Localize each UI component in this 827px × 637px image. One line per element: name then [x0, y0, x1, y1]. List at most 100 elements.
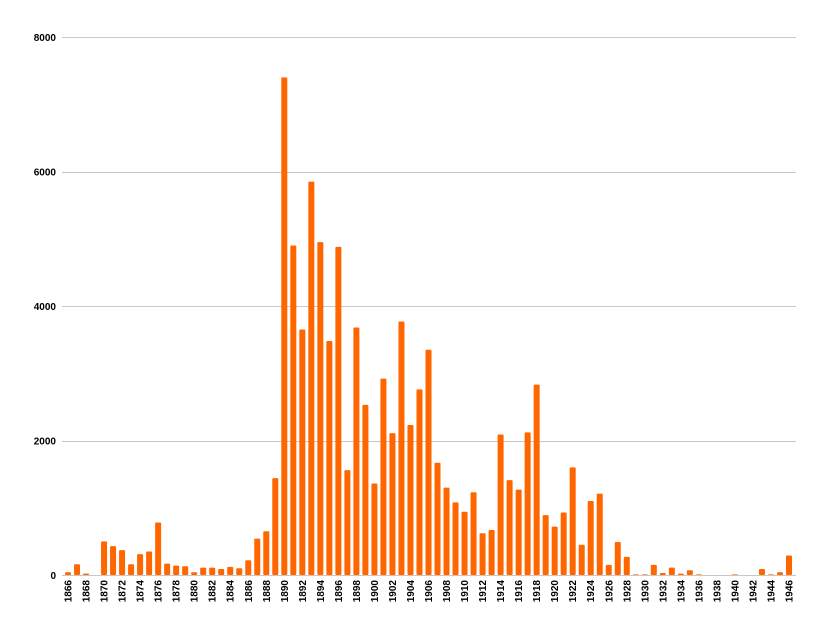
x-tick-label: 1912 — [478, 580, 489, 603]
y-axis-tick-labels: 0 2000 4000 6000 8000 — [34, 33, 57, 582]
x-tick-label: 1906 — [424, 580, 435, 603]
bar-1929 — [632, 574, 639, 575]
y-tick-label: 0 — [50, 571, 56, 582]
bar-1871 — [110, 546, 117, 575]
bar-1930 — [641, 574, 648, 575]
bar-1897 — [344, 470, 351, 575]
bar-1880 — [191, 572, 198, 575]
bar-1935 — [686, 570, 693, 575]
bar-1901 — [380, 378, 387, 575]
bar-1884 — [227, 566, 234, 575]
x-tick-label: 1892 — [298, 580, 309, 603]
x-tick-label: 1944 — [766, 580, 777, 603]
bar-1924 — [587, 501, 594, 575]
bar-1918 — [533, 384, 540, 575]
bar-1904 — [407, 425, 414, 575]
bar-1914 — [497, 434, 504, 575]
y-tick-label: 2000 — [34, 437, 57, 448]
bar-1925 — [596, 493, 603, 575]
bar-1933 — [668, 567, 675, 575]
bar-1870 — [101, 541, 108, 576]
x-tick-label: 1876 — [154, 580, 165, 603]
x-tick-label: 1896 — [334, 580, 345, 603]
x-tick-label: 1900 — [370, 580, 381, 603]
x-tick-label: 1888 — [262, 580, 273, 603]
x-tick-label: 1916 — [514, 580, 525, 603]
x-tick-label: 1880 — [190, 580, 201, 603]
bar-1866 — [65, 572, 71, 575]
x-tick-label: 1894 — [316, 580, 327, 603]
x-tick-label: 1946 — [785, 580, 796, 603]
x-tick-label: 1904 — [406, 580, 417, 603]
bar-1906 — [425, 349, 432, 575]
x-tick-label: 1940 — [730, 580, 741, 603]
bars — [65, 77, 792, 576]
bar-1891 — [290, 245, 297, 575]
bar-1868 — [83, 573, 90, 575]
bar-1916 — [515, 489, 522, 575]
x-tick-label: 1936 — [694, 580, 705, 603]
x-tick-label: 1908 — [442, 580, 453, 603]
gridlines — [62, 37, 796, 576]
x-tick-label: 1878 — [172, 580, 183, 603]
x-tick-label: 1870 — [100, 580, 111, 603]
bar-1903 — [398, 321, 405, 575]
x-tick-label: 1884 — [226, 580, 237, 603]
bar-1944 — [767, 574, 774, 575]
x-tick-label: 1918 — [532, 580, 543, 603]
bar-1920 — [551, 526, 558, 575]
bar-1932 — [659, 572, 666, 575]
x-tick-label: 1902 — [388, 580, 399, 603]
x-tick-label: 1914 — [496, 580, 507, 603]
x-tick-label: 1910 — [460, 580, 471, 603]
bar-1867 — [74, 564, 81, 575]
bar-1931 — [650, 564, 657, 575]
bar-1917 — [524, 432, 531, 575]
bar-1923 — [578, 544, 585, 575]
bar-1872 — [119, 550, 126, 575]
bar-1892 — [299, 329, 306, 575]
bar-1896 — [335, 246, 342, 575]
bar-1899 — [362, 404, 369, 575]
x-tick-label: 1866 — [64, 580, 75, 603]
bar-1888 — [263, 531, 270, 575]
bar-1940 — [731, 574, 738, 575]
bar-1900 — [371, 483, 378, 575]
bar-1885 — [236, 568, 243, 575]
bar-1945 — [776, 572, 783, 575]
x-axis-tick-labels: 1866 1868 1870 1872 1874 1876 1878 1880 1882 1884… — [64, 580, 796, 603]
x-tick-label: 1872 — [118, 580, 129, 603]
x-tick-label: 1922 — [568, 580, 579, 603]
bar-1898 — [353, 327, 360, 575]
x-tick-label: 1882 — [208, 580, 219, 603]
bar-1886 — [245, 560, 252, 575]
bar-1894 — [317, 242, 324, 576]
bar-1878 — [173, 565, 180, 575]
bar-1915 — [506, 480, 513, 575]
bar-1921 — [560, 512, 567, 575]
bar-1912 — [479, 533, 486, 575]
y-tick-label: 6000 — [34, 168, 57, 179]
y-tick-label: 8000 — [34, 33, 57, 44]
bar-1882 — [209, 567, 216, 575]
bar-1908 — [443, 487, 450, 575]
bar-1879 — [182, 566, 189, 575]
bar-1881 — [200, 567, 207, 575]
bar-1887 — [254, 538, 261, 575]
bar-1874 — [137, 554, 144, 575]
x-tick-label: 1932 — [658, 580, 669, 603]
bar-1909 — [452, 502, 459, 575]
bar-1922 — [569, 467, 576, 575]
bar-1902 — [389, 433, 396, 575]
x-tick-label: 1898 — [352, 580, 363, 603]
bar-1936 — [695, 574, 702, 575]
bar-1890 — [281, 77, 288, 575]
x-tick-label: 1890 — [280, 580, 291, 603]
bar-1928 — [623, 556, 630, 575]
bar-1946 — [786, 555, 792, 575]
bar-1875 — [146, 551, 153, 575]
y-tick-label: 4000 — [34, 302, 57, 313]
x-tick-label: 1934 — [676, 580, 687, 603]
bar-1889 — [272, 478, 279, 575]
